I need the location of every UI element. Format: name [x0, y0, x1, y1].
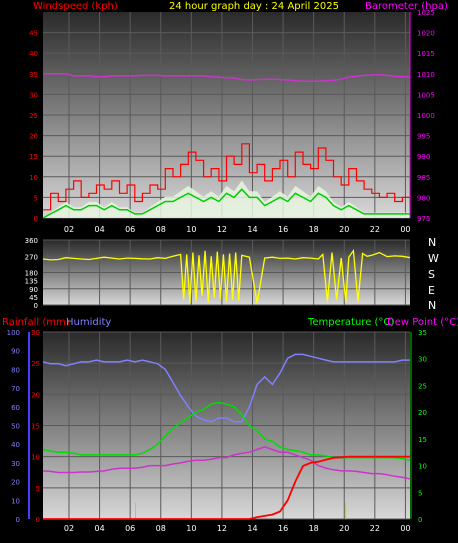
- x-tick-label: 08: [156, 524, 166, 533]
- wind-direction-series: [42, 249, 411, 304]
- x-tick-label: 08: [156, 225, 166, 234]
- x-tick-label: 20: [339, 225, 349, 234]
- rain-y-tick: 20: [31, 391, 40, 399]
- rain-y-tick: 15: [31, 423, 40, 431]
- x-tick-label: 16: [278, 225, 288, 234]
- x-tick-label: 04: [94, 524, 104, 533]
- temperature-y-tick: 15: [418, 436, 427, 444]
- x-tick-label: 22: [370, 524, 380, 533]
- barometer-y-tick: 1000: [417, 112, 435, 120]
- x-tick-label: 04: [94, 225, 104, 234]
- x-tick-label: 02: [64, 524, 74, 533]
- wind-y-tick: 25: [29, 112, 38, 120]
- barometer-y-tick: 1020: [417, 30, 435, 38]
- humidity-axis-label: Humidity: [66, 317, 111, 328]
- x-tick-label: 14: [247, 225, 257, 234]
- humidity-y-tick: 30: [11, 460, 20, 468]
- barometer-y-tick: 1015: [417, 50, 435, 58]
- barometer-y-tick: 985: [417, 174, 430, 182]
- barometer-y-tick: 980: [417, 194, 430, 202]
- wind-y-tick: 35: [29, 71, 38, 79]
- dewpoint-axis-label: Dew Point (°C): [387, 317, 458, 328]
- x-tick-label: 06: [125, 524, 135, 533]
- windspeed-axis-label: Windspeed (kph): [33, 1, 118, 12]
- x-tick-label: 12: [217, 225, 227, 234]
- x-tick-label: 14: [247, 524, 257, 533]
- x-tick-label: 02: [64, 225, 74, 234]
- wind-average-series: [42, 188, 410, 219]
- temperature-y-tick: 10: [418, 463, 427, 471]
- barometer-series: [43, 73, 410, 82]
- x-tick-label: 00: [400, 225, 410, 234]
- direction-y-tick: 135: [25, 278, 38, 286]
- rainfall-series: [43, 455, 410, 520]
- x-tick-label: 10: [186, 524, 196, 533]
- humidity-y-tick: 90: [11, 348, 20, 356]
- rainfall-axis-label: Rainfall (mm): [2, 317, 70, 328]
- direction-label-w: W: [428, 252, 439, 265]
- rain-y-tick: 0: [36, 516, 40, 524]
- temperature-y-tick: 5: [418, 489, 422, 497]
- wind-y-tick: 30: [29, 91, 38, 99]
- page-title: 24 hour graph day : 24 April 2025: [169, 1, 339, 12]
- direction-y-tick: 270: [25, 253, 38, 261]
- wind-y-tick: 10: [29, 174, 38, 182]
- x-tick-label: 06: [125, 225, 135, 234]
- x-tick-label: 16: [278, 524, 288, 533]
- wind-y-tick: 15: [29, 153, 38, 161]
- temperature-y-tick: 0: [418, 516, 422, 524]
- rain-y-tick: 30: [31, 329, 40, 337]
- x-tick-label: 00: [400, 524, 410, 533]
- humidity-y-tick: 60: [11, 404, 20, 412]
- x-tick-label: 18: [309, 225, 319, 234]
- direction-y-tick: 360: [25, 237, 38, 245]
- x-tick-label: 18: [309, 524, 319, 533]
- wind-y-tick: 0: [34, 215, 38, 223]
- temperature-y-tick: 25: [418, 382, 427, 390]
- humidity-y-tick: 10: [11, 497, 20, 505]
- rain-y-tick: 10: [31, 454, 40, 462]
- humidity-y-tick: 70: [11, 385, 20, 393]
- direction-y-tick: 0: [34, 302, 38, 310]
- wind-y-tick: 45: [29, 30, 38, 38]
- direction-label-n-top: N: [428, 236, 436, 249]
- windspeed-series: [43, 143, 411, 211]
- direction-label-e: E: [428, 284, 435, 297]
- rain-y-tick: 5: [36, 485, 40, 493]
- barometer-y-tick: 1005: [417, 91, 435, 99]
- temperature-y-tick: 20: [418, 409, 427, 417]
- rain-y-tick: 25: [31, 360, 40, 368]
- humidity-y-tick: 40: [11, 441, 20, 449]
- humidity-y-tick: 100: [7, 329, 20, 337]
- wind-y-tick: 40: [29, 50, 38, 58]
- humidity-y-tick: 80: [11, 366, 20, 374]
- direction-y-tick: 45: [29, 294, 38, 302]
- barometer-y-tick: 995: [417, 133, 430, 141]
- x-tick-label: 10: [186, 225, 196, 234]
- x-tick-label: 22: [370, 225, 380, 234]
- barometer-y-tick: 975: [417, 215, 430, 223]
- humidity-y-tick: 0: [16, 516, 20, 524]
- wind-y-tick: 20: [29, 133, 38, 141]
- temperature-axis-label: Temperature (°C): [307, 317, 394, 328]
- humidity-y-tick: 50: [11, 423, 20, 431]
- x-tick-label: 20: [339, 524, 349, 533]
- direction-y-tick: 180: [25, 270, 38, 278]
- direction-label-s: S: [428, 268, 435, 281]
- direction-label-n-bottom: N: [428, 299, 436, 312]
- barometer-y-tick: 990: [417, 153, 430, 161]
- wind-gust-area: [43, 180, 410, 218]
- barometer-axis-label: Barometer (hpa): [365, 1, 448, 12]
- barometer-y-tick: 1010: [417, 71, 435, 79]
- direction-y-tick: 90: [29, 286, 38, 294]
- humidity-y-tick: 20: [11, 479, 20, 487]
- temperature-y-tick: 35: [418, 329, 427, 337]
- dewpoint-series: [42, 446, 411, 480]
- temperature-y-tick: 30: [418, 356, 427, 364]
- barometer-y-tick: 1025: [417, 9, 435, 17]
- x-tick-label: 12: [217, 524, 227, 533]
- humidity-series: [42, 353, 410, 423]
- wind-y-tick: 5: [34, 194, 38, 202]
